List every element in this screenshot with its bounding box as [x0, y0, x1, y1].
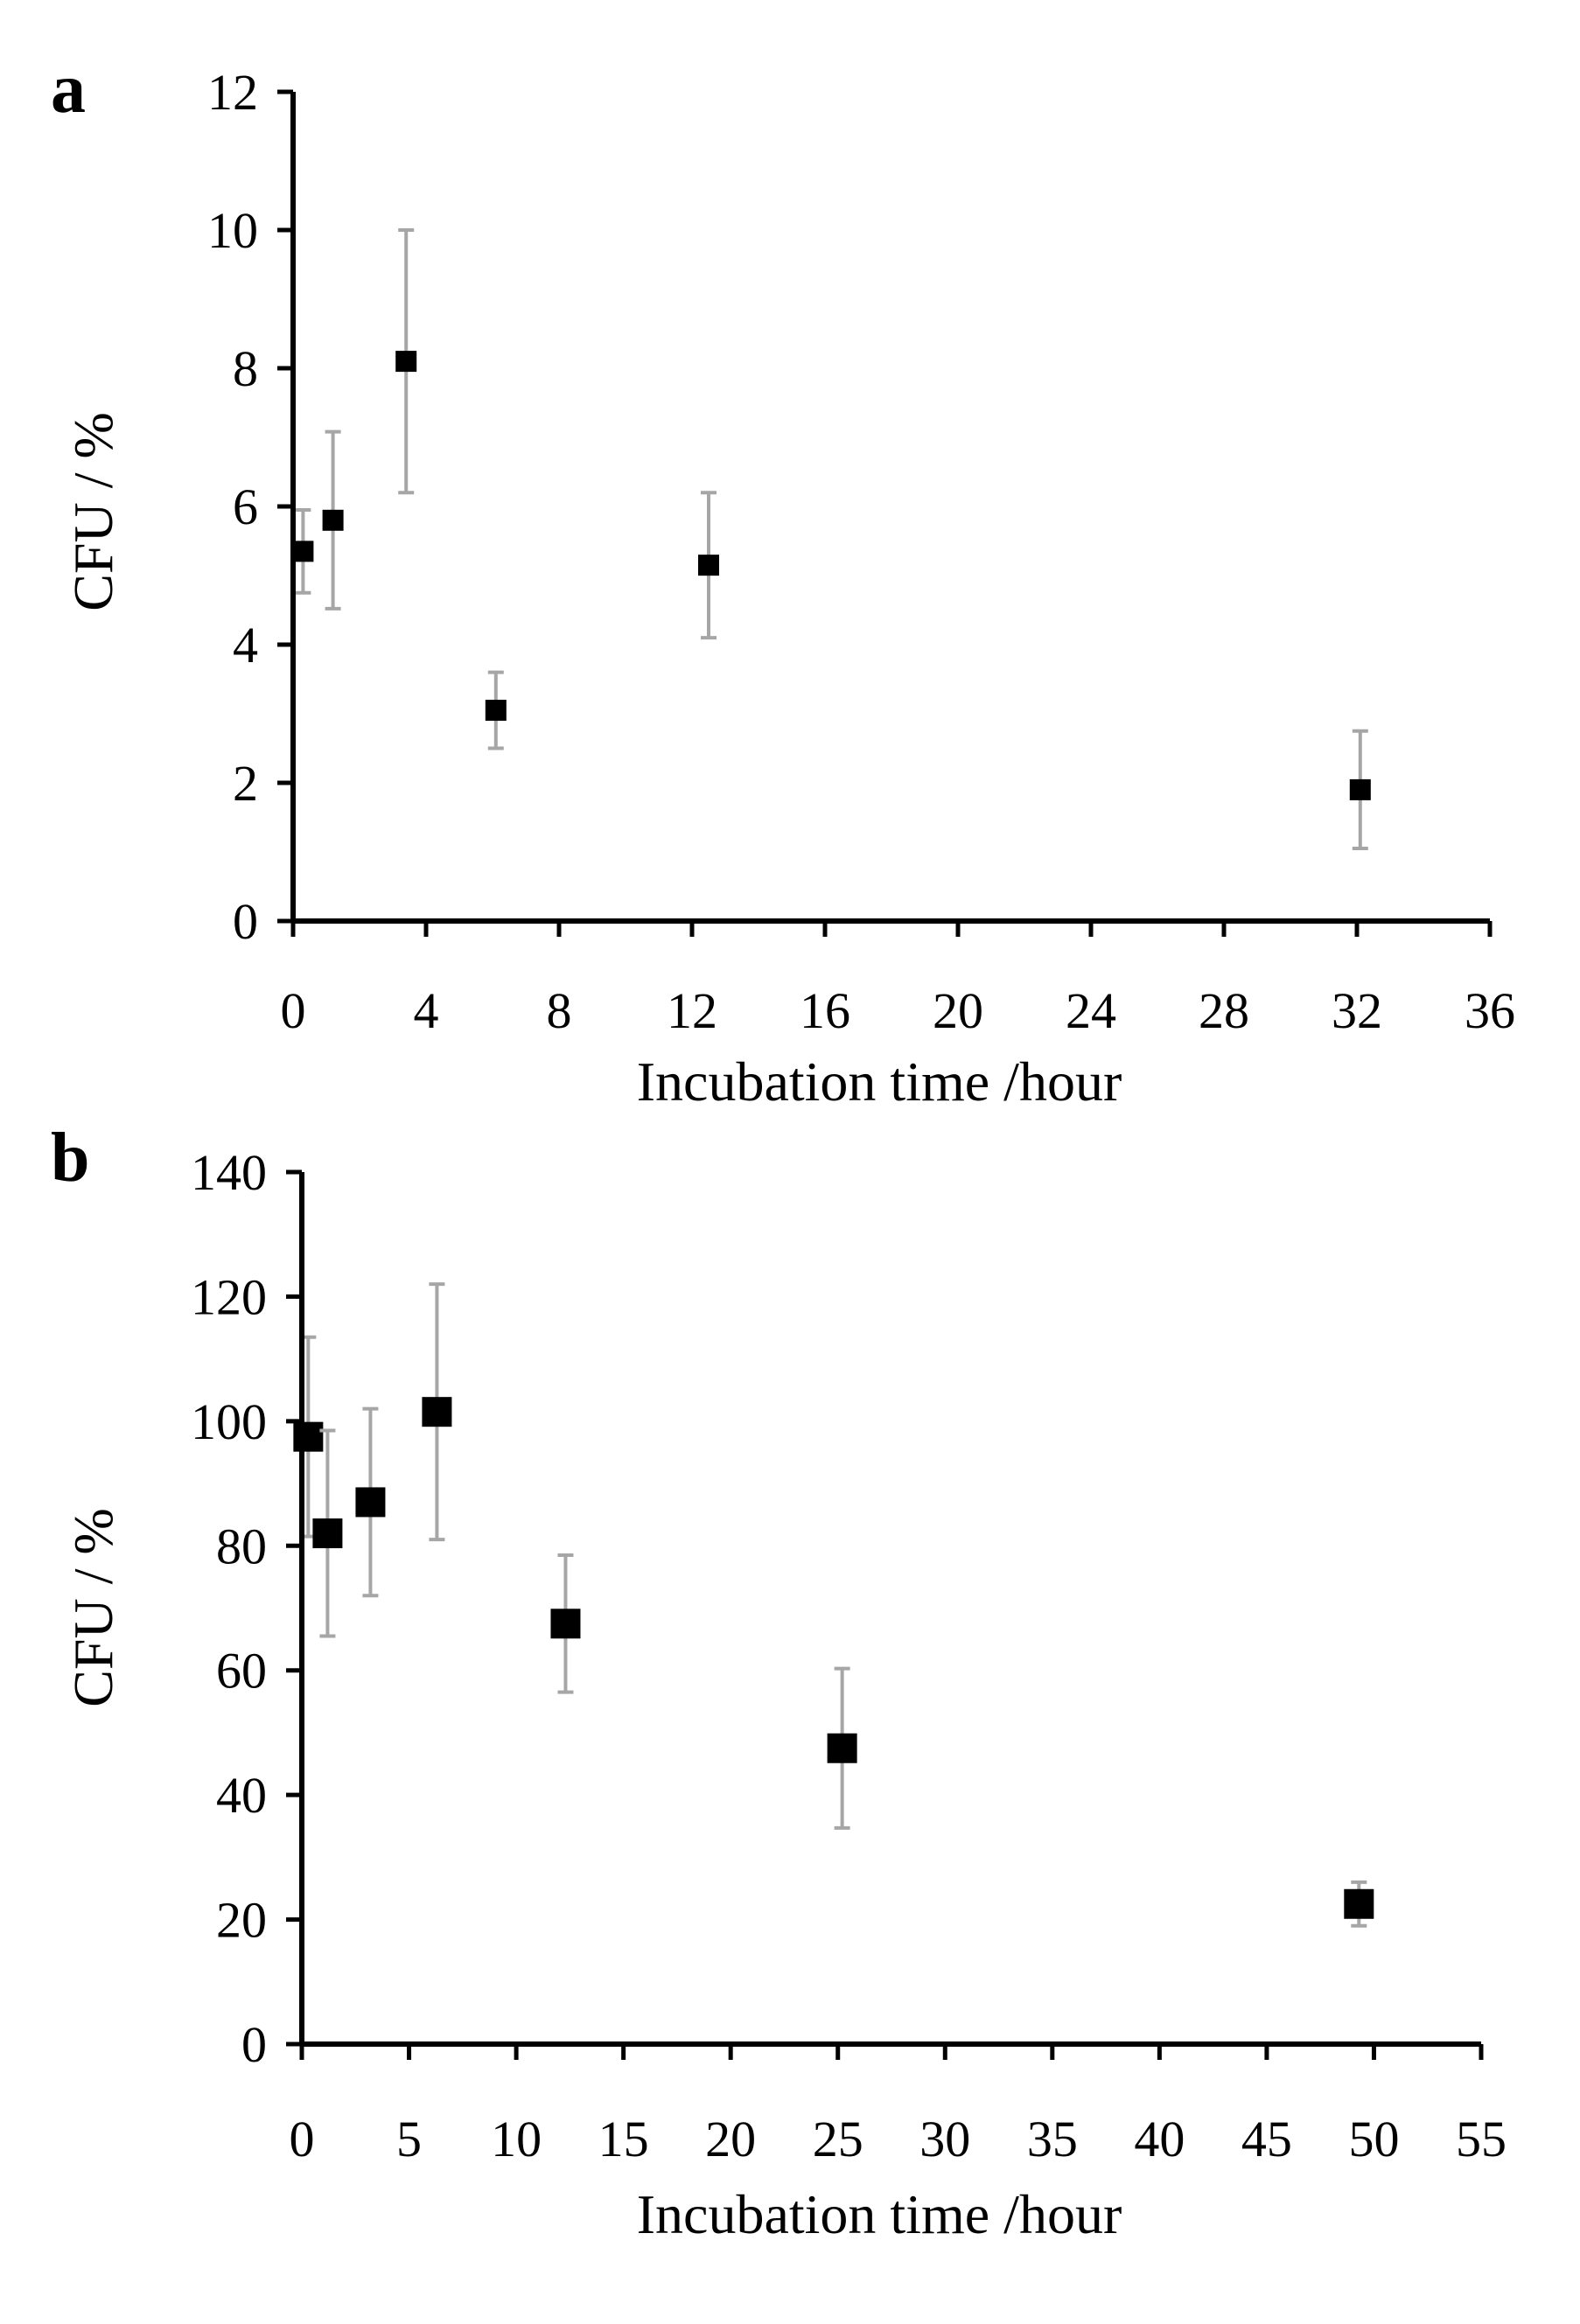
- panel-b-data-point: [293, 1335, 324, 1539]
- panel-b-square-marker: [550, 1609, 581, 1639]
- panel-b-x-tick-label: 45: [1241, 2111, 1292, 2167]
- panel-b-axes: 0 20 40 60 80 100 120 140 0 5 10 15 20 25 30 35 40 45 50 55: [191, 1144, 1507, 2167]
- panel-b-x-tick-label: 5: [396, 2111, 422, 2167]
- panel-b-square-marker: [1344, 1888, 1374, 1919]
- panel-a-y-axis-label: CFU / %: [62, 412, 124, 611]
- panel-b-square-marker: [355, 1487, 386, 1518]
- panel-b-data-point: [312, 1428, 343, 1638]
- panel-b-square-marker: [827, 1733, 857, 1763]
- panel-b-square-marker: [422, 1397, 452, 1427]
- panel-b-y-tick-label: 20: [216, 1892, 267, 1949]
- panel-b-y-tick-label: 40: [216, 1767, 267, 1824]
- panel-a-x-tick-label: 28: [1199, 982, 1249, 1039]
- panel-a-y-tick-label: 4: [233, 617, 258, 673]
- panel-a-x-tick-label: 16: [800, 982, 850, 1039]
- panel-letter-b: b: [51, 1120, 90, 1197]
- panel-a-square-marker: [485, 700, 507, 722]
- panel-a-square-marker: [698, 555, 719, 576]
- panel-b-data-point: [355, 1406, 386, 1598]
- panel-a-y-tick-label: 10: [207, 202, 258, 259]
- panel-a-y-tick-label: 2: [233, 755, 258, 812]
- panel-a-square-marker: [1349, 778, 1371, 800]
- panel-a-y-tick-label: 8: [233, 340, 258, 397]
- panel-b-chart: b 0 20 40 60 80 100 120 140 0 5 10 15 20 25 30 35 40 45 50…: [51, 1120, 1507, 2245]
- panel-b-y-tick-label: 80: [216, 1518, 267, 1574]
- panel-a-data-point: [485, 670, 507, 750]
- panel-a-data-point: [322, 429, 344, 611]
- panel-b-y-tick-label: 0: [241, 2016, 267, 2073]
- panel-a-square-marker: [322, 509, 344, 531]
- panel-b-x-tick-label: 0: [290, 2111, 315, 2167]
- panel-b-y-tick-label: 140: [191, 1144, 267, 1201]
- panel-b-x-tick-label: 55: [1456, 2111, 1507, 2167]
- panel-a-square-marker: [395, 351, 417, 373]
- panel-b-data-point: [550, 1553, 581, 1694]
- panel-a-x-tick-label: 36: [1465, 982, 1515, 1039]
- panel-a-x-tick-label: 32: [1332, 982, 1382, 1039]
- panel-a-data-point: [395, 228, 417, 495]
- panel-b-x-tick-label: 35: [1027, 2111, 1078, 2167]
- panel-b-x-tick-label: 30: [919, 2111, 970, 2167]
- panel-b-data-point: [1344, 1880, 1374, 1928]
- panel-a-x-tick-label: 12: [667, 982, 717, 1039]
- panel-a-points: [292, 228, 1371, 851]
- panel-a-data-point: [292, 507, 314, 595]
- panel-b-x-tick-label: 25: [813, 2111, 863, 2167]
- panel-a-y-tick-label: 12: [207, 64, 258, 121]
- panel-a-x-axis-label: Incubation time /hour: [637, 1050, 1122, 1113]
- panel-b-x-tick-label: 40: [1134, 2111, 1185, 2167]
- panel-b-x-tick-label: 15: [598, 2111, 649, 2167]
- panel-b-y-tick-label: 60: [216, 1643, 267, 1699]
- panel-a-x-tick-label: 20: [933, 982, 983, 1039]
- panel-a-x-tick-label: 0: [281, 982, 306, 1039]
- panel-b-x-tick-label: 10: [491, 2111, 542, 2167]
- panel-b-points: [293, 1282, 1374, 1928]
- panel-b-y-tick-label: 100: [191, 1393, 267, 1450]
- panel-letter-a: a: [51, 51, 86, 128]
- panel-b-x-tick-label: 50: [1348, 2111, 1399, 2167]
- panel-a-y-tick-label: 6: [233, 478, 258, 535]
- panel-b-x-axis-label: Incubation time /hour: [637, 2183, 1122, 2245]
- panel-a-x-tick-label: 4: [414, 982, 439, 1039]
- panel-b-x-tick-label: 20: [705, 2111, 756, 2167]
- panel-a-x-tick-label: 24: [1066, 982, 1116, 1039]
- panel-b-data-point: [827, 1666, 857, 1830]
- panel-a-y-tick-label: 0: [233, 893, 258, 950]
- panel-b-data-point: [422, 1282, 452, 1542]
- panel-a-square-marker: [292, 541, 314, 562]
- panel-b-square-marker: [312, 1518, 343, 1549]
- panel-b-square-marker: [293, 1421, 324, 1452]
- panel-a-x-tick-label: 8: [547, 982, 572, 1039]
- panel-a-data-point: [1349, 729, 1371, 851]
- panel-b-y-tick-label: 120: [191, 1268, 267, 1325]
- panel-a-data-point: [698, 491, 719, 640]
- panel-b-y-axis-label: CFU / %: [62, 1508, 124, 1707]
